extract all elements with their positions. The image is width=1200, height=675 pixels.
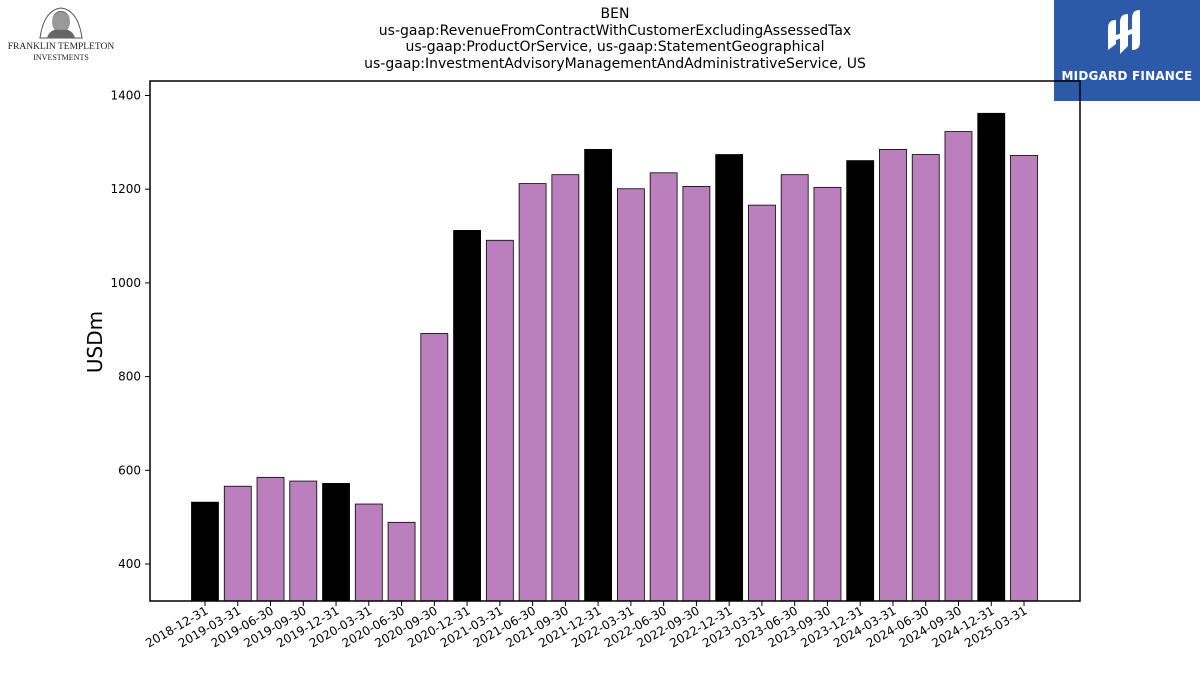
bar-2019-03-31 [223, 485, 252, 602]
midgard-finance-logo: MIDGARD FINANCE [1054, 0, 1200, 101]
bar-2022-12-31 [715, 154, 744, 602]
bar-2020-12-31 [453, 230, 481, 602]
bar-2019-09-30 [289, 480, 318, 602]
title-line-members: us-gaap:InvestmentAdvisoryManagementAndA… [364, 55, 866, 72]
y-tick-label-400: 400 [118, 557, 141, 571]
bar-2025-03-31 [1010, 155, 1038, 602]
portrait-icon [39, 7, 83, 39]
bar-2024-06-30 [911, 154, 940, 602]
bar-2021-03-31 [485, 239, 514, 602]
y-tick-label-600: 600 [118, 463, 141, 477]
y-tick-label-1400: 1400 [110, 89, 141, 103]
bar-2018-12-31 [191, 501, 219, 602]
y-tick-label-800: 800 [118, 370, 141, 384]
logo-left-line2: INVESTMENTS [33, 53, 89, 62]
bar-2019-06-30 [256, 476, 285, 602]
y-tick-label-1000: 1000 [110, 276, 141, 290]
chart-title: BEN us-gaap:RevenueFromContractWithCusto… [150, 6, 1080, 72]
bar-2019-12-31 [322, 483, 350, 602]
bar-2023-09-30 [813, 186, 842, 602]
logo-right-name: MIDGARD FINANCE [1061, 69, 1193, 83]
bar-2020-09-30 [420, 333, 449, 602]
bar-2023-06-30 [780, 174, 809, 602]
bar-2020-03-31 [354, 503, 383, 602]
bar-2022-06-30 [649, 172, 678, 602]
bar-2023-12-31 [846, 160, 875, 602]
plot-frame [149, 80, 1081, 602]
bar-2021-12-31 [584, 148, 613, 602]
midgard-mark-icon [1108, 10, 1140, 54]
bar-2020-06-30 [387, 521, 416, 602]
title-line-axes: us-gaap:ProductOrService, us-gaap:Statem… [405, 39, 825, 55]
y-axis-title: USDm [83, 311, 107, 373]
bar-2024-03-31 [879, 148, 907, 602]
bar-2023-03-31 [748, 204, 776, 602]
bar-2024-12-31 [977, 112, 1006, 602]
logo-left-line1: FRANKLIN TEMPLETON [8, 42, 115, 52]
franklin-templeton-logo: FRANKLIN TEMPLETON INVESTMENTS [8, 7, 115, 62]
y-axis: 400 600 800 1000 1200 1400 [110, 89, 150, 571]
y-tick-label-1200: 1200 [110, 182, 141, 196]
bar-2022-03-31 [616, 188, 645, 602]
bar-series [191, 112, 1038, 602]
title-line-ticker: BEN [600, 6, 630, 22]
bar-2021-09-30 [551, 174, 580, 602]
bar-2021-06-30 [518, 183, 547, 602]
x-axis: 2018-12-312019-03-312019-06-302019-09-30… [143, 601, 1030, 650]
bar-2022-09-30 [682, 185, 711, 602]
bar-2024-09-30 [944, 131, 973, 602]
title-line-concept: us-gaap:RevenueFromContractWithCustomerE… [378, 22, 852, 39]
